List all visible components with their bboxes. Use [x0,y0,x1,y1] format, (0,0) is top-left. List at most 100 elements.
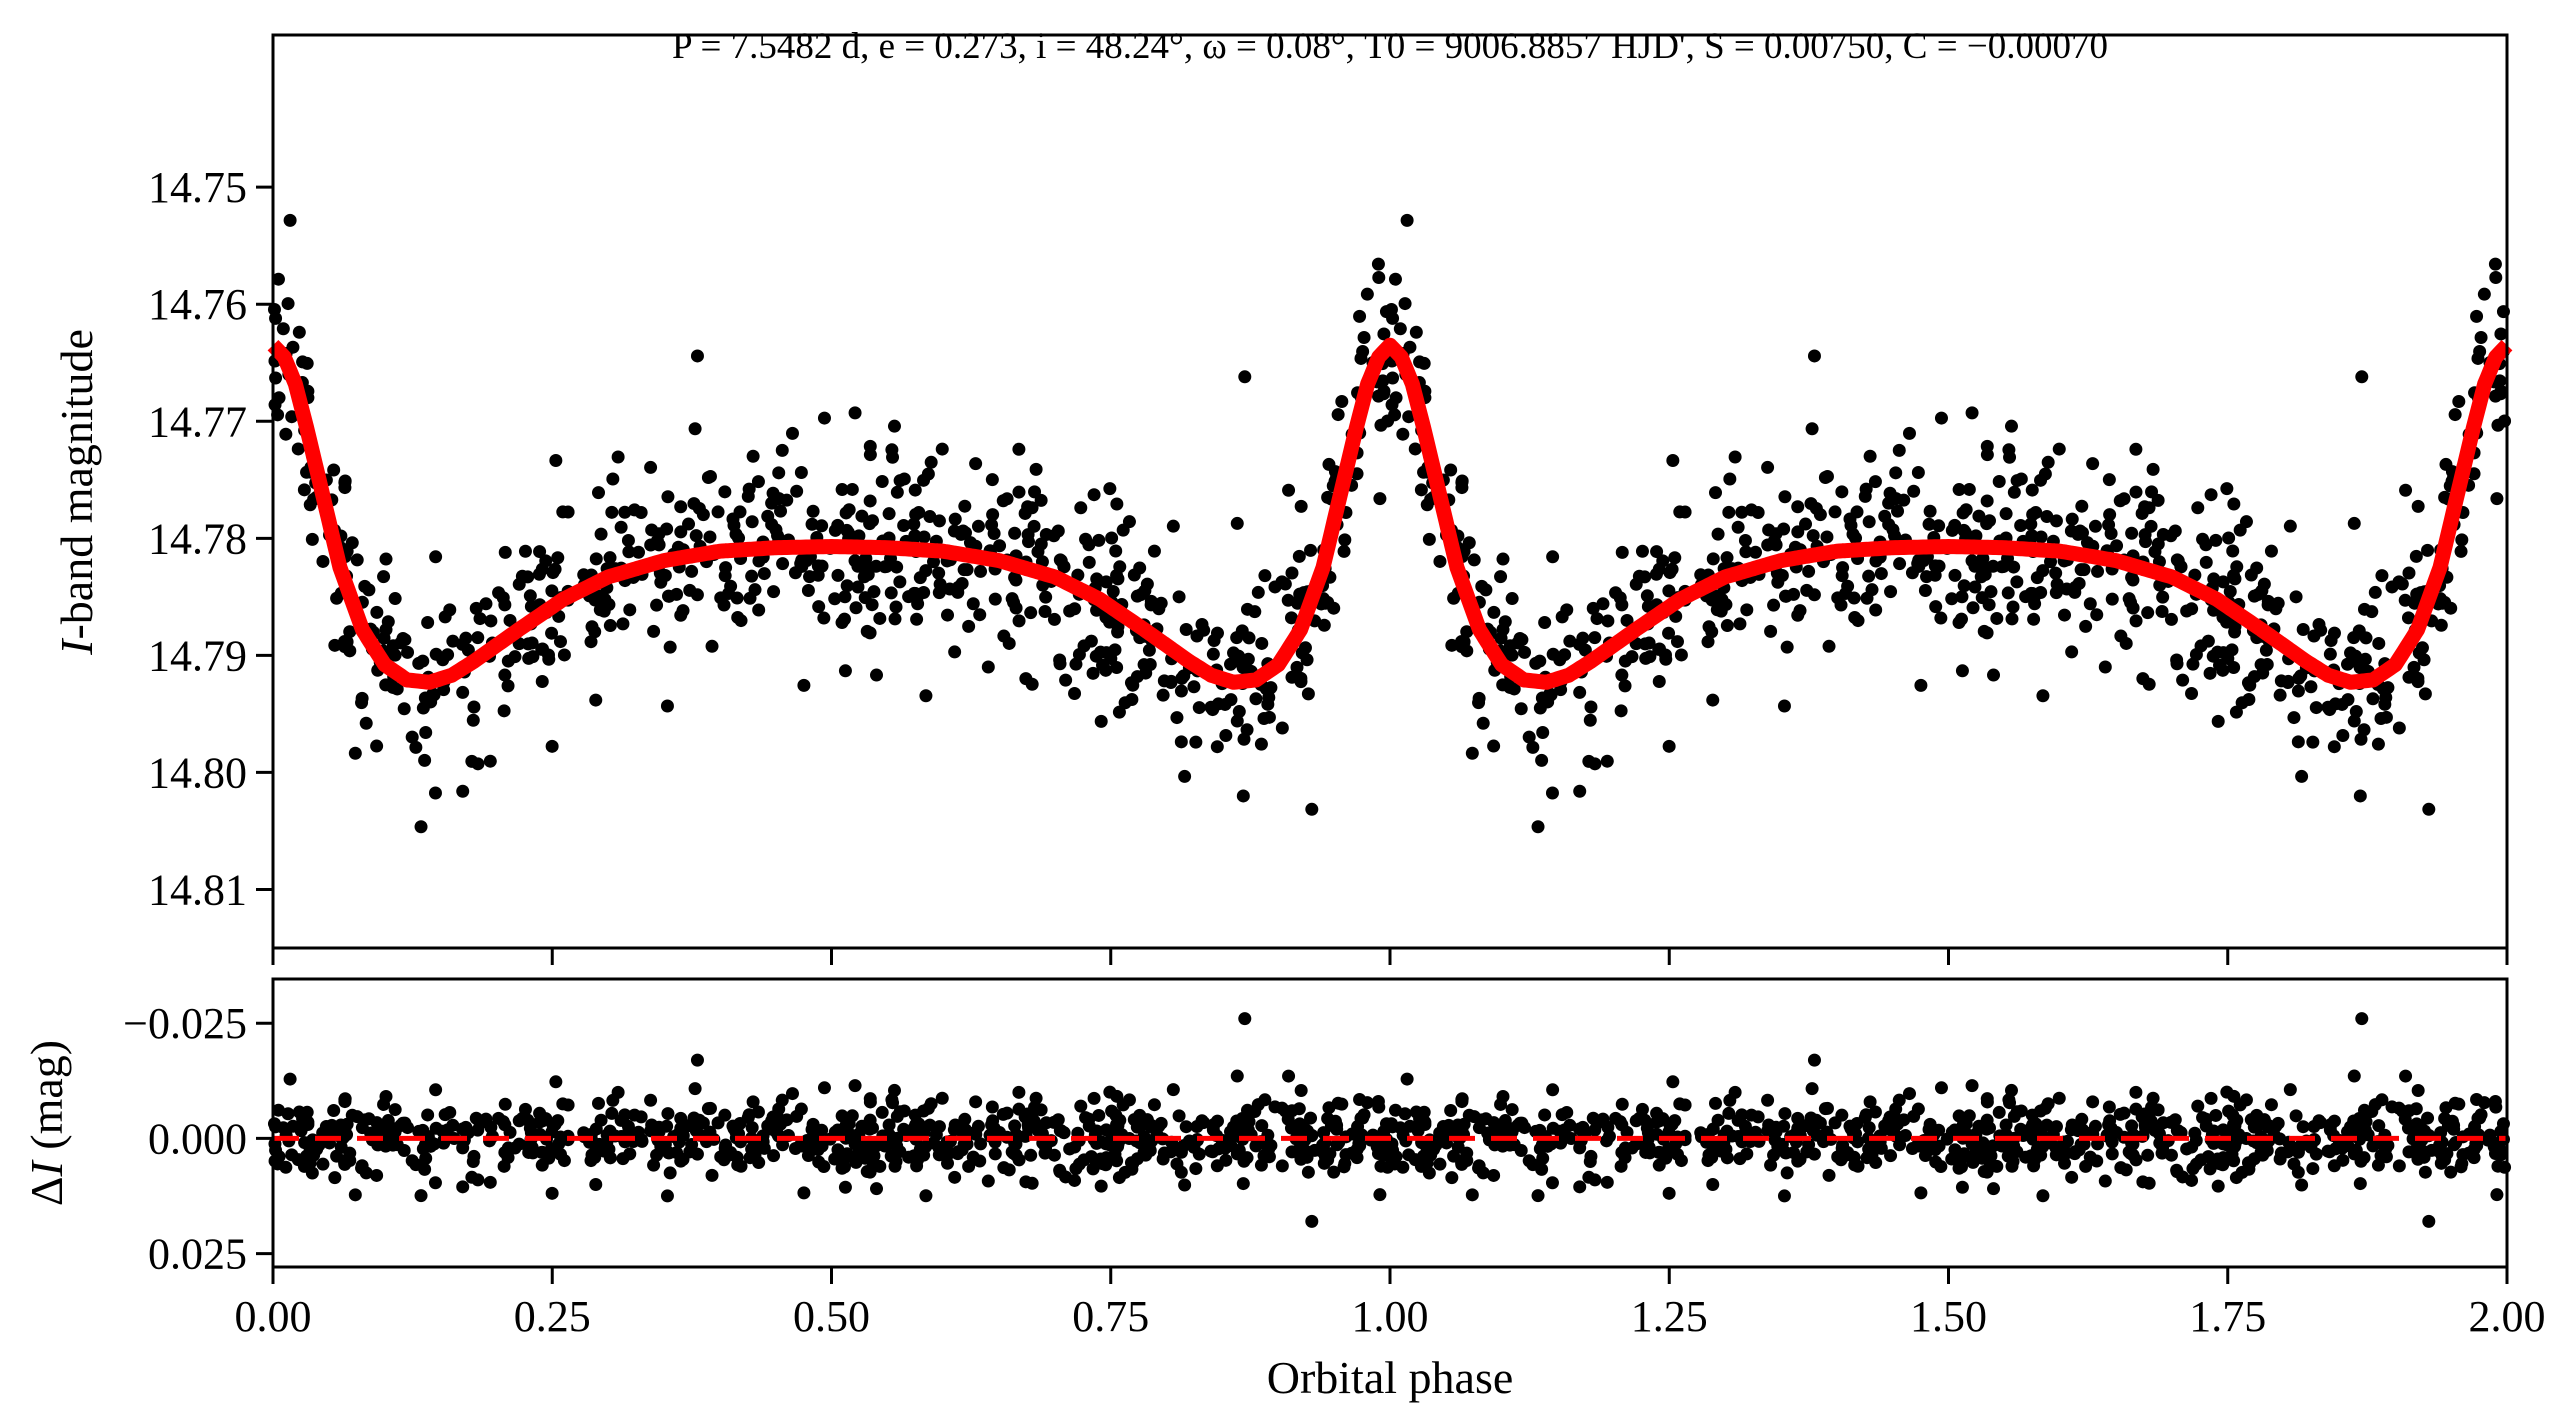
observation-point [2180,604,2194,618]
observation-point [2401,611,2415,625]
observation-point [960,563,974,577]
observation-point [1958,525,1972,539]
residual-point [335,1132,349,1146]
observation-point [919,689,933,703]
observation-point [1301,687,1315,701]
observation-point [1292,549,1306,563]
observation-point [941,608,955,622]
residual-point [1294,1084,1308,1098]
observation-point [2251,588,2265,602]
observation-point [2041,455,2055,469]
residual-point [733,1116,747,1130]
residual-point [2014,1104,2028,1118]
observation-point [428,786,442,800]
top-y-ticks: 14.75 14.76 14.77 14.78 14.79 14.80 14.81 [148,163,273,914]
observation-point [591,486,605,500]
residual-point [701,1102,715,1116]
observation-point [1409,325,1423,339]
residual-point [2399,1069,2413,1083]
observation-point [730,591,744,605]
residual-point [1304,1111,1318,1125]
x-tick-label: 1.25 [1631,1292,1708,1341]
residual-point [1072,1157,1086,1171]
observation-point [1546,550,1560,564]
y-tick-label: 14.76 [148,280,247,329]
observation-point [2058,608,2072,622]
residual-point [316,1157,330,1171]
residual-point [2027,1159,2041,1173]
observation-point [831,568,845,582]
residual-point [1238,1012,1252,1026]
observation-point [1618,679,1632,693]
residual-point [837,1160,851,1174]
residual-point [2180,1142,2194,1156]
residual-point [512,1114,526,1128]
residual-point [429,1083,443,1097]
x-tick-label: 1.75 [2189,1292,2266,1341]
residual-point [605,1106,619,1120]
observation-point [2091,564,2105,578]
observation-point [841,525,855,539]
observation-point [2001,586,2015,600]
observation-point [654,575,668,589]
residual-point [1851,1159,1865,1173]
residual-point [1882,1122,1896,1136]
residual-point [1739,1124,1753,1138]
residual-point [1807,1053,1821,1067]
residual-point [1529,1124,1543,1138]
observation-point [1905,566,1919,580]
residual-point [2456,1148,2470,1162]
residual-point [1987,1182,2001,1196]
residual-point [1063,1142,1077,1156]
residual-point [2271,1116,2285,1130]
residual-point [1292,1102,1306,1116]
observation-point [2455,533,2469,547]
observation-point [1945,592,1959,606]
observation-point [1902,426,1916,440]
observation-point [2355,370,2369,384]
observation-point [2201,634,2215,648]
observation-point [1828,505,1842,519]
observation-point [2151,493,2165,507]
observation-point [498,668,512,682]
residual-point [414,1189,428,1203]
residual-point [688,1082,702,1096]
observation-point [2189,647,2203,661]
observation-point [973,608,987,622]
residual-point [879,1139,893,1153]
residual-point [1268,1100,1282,1114]
observation-point [848,406,862,420]
chart-title: P = 7.5482 d, e = 0.273, i = 48.24°, ω =… [672,26,2108,67]
residual-point [2292,1140,2306,1154]
residual-point [1164,1144,1178,1158]
residual-point [1282,1069,1296,1083]
observation-point [1531,820,1545,834]
residual-point [765,1122,779,1136]
observation-point [1304,543,1318,557]
residual-point [2049,1148,2063,1162]
observation-point [1224,693,1238,707]
observation-point [988,592,1002,606]
residual-point [1000,1106,1014,1120]
residual-point [2264,1098,2278,1112]
observation-point [1251,585,1265,599]
observation-point [1932,559,1946,573]
observation-point [348,746,362,760]
observation-point [2199,555,2213,569]
residual-point [1154,1116,1168,1130]
residual-point [935,1091,949,1105]
observation-point [2230,560,2244,574]
observation-point [1720,619,1734,633]
residual-point [1535,1162,1549,1176]
observation-point [1249,692,1263,706]
observation-point [305,532,319,546]
observation-point [1791,608,1805,622]
observation-point [1965,406,1979,420]
residual-point [1189,1162,1203,1176]
observation-point [1590,612,1604,626]
observation-point [1955,590,1969,604]
observation-point [1084,634,1098,648]
residual-point [1105,1104,1119,1118]
observation-point [2418,687,2432,701]
observation-point [947,524,961,538]
